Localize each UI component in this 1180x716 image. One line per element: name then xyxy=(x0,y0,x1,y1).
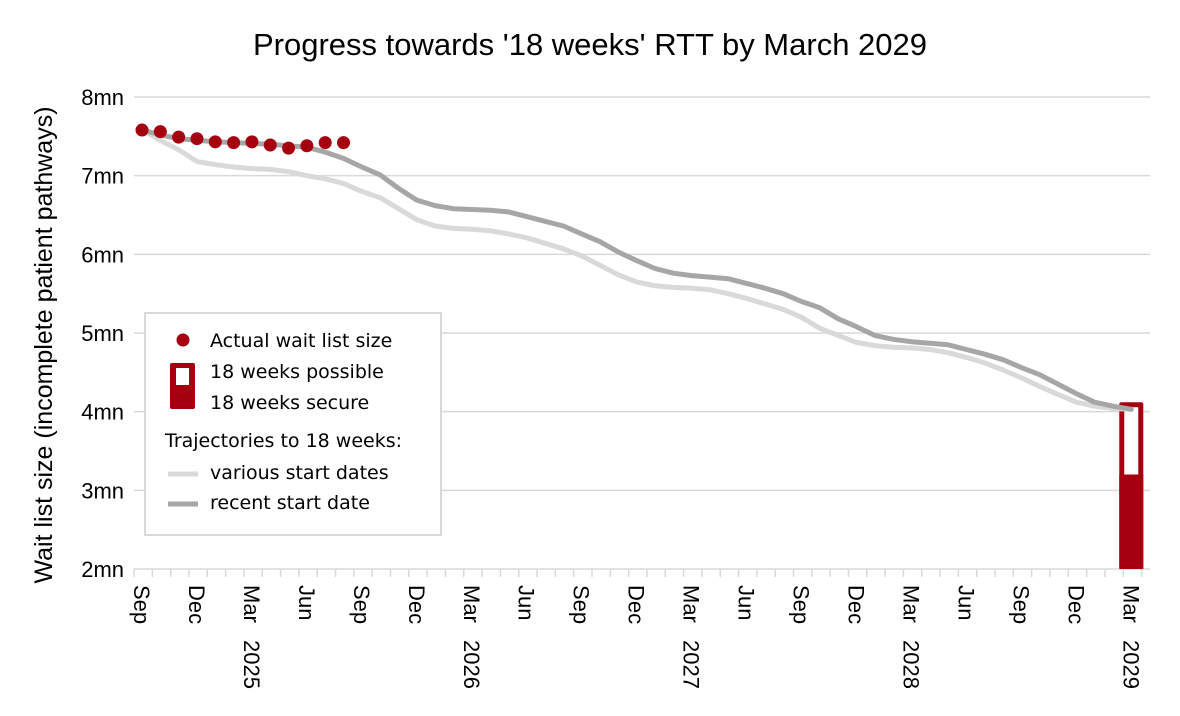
x-tick-label: Jun xyxy=(734,585,759,620)
x-tick-year: 2026 xyxy=(459,640,484,689)
y-axis-label: Wait list size (incomplete patient pathw… xyxy=(30,106,58,583)
series-line-various-start-dates xyxy=(139,127,1134,412)
data-point-actual xyxy=(135,123,149,137)
legend-heading: Trajectories to 18 weeks: xyxy=(164,430,402,452)
x-tick-label: Sep xyxy=(569,585,594,624)
x-axis: Sep Dec Mar 2025 Jun Sep Dec Mar 2026 Jun Sep Dec Ma… xyxy=(129,568,1150,689)
data-point-actual xyxy=(318,136,332,150)
x-tick-label: Jun xyxy=(953,585,978,620)
y-tick-label: 4mn xyxy=(81,400,124,425)
legend-box xyxy=(144,312,442,536)
x-tick-label: Sep xyxy=(1008,585,1033,624)
y-tick-label: 7mn xyxy=(81,164,124,189)
data-point-actual xyxy=(153,125,167,139)
legend-label-actual: Actual wait list size xyxy=(210,330,392,352)
x-tick-label: Mar xyxy=(898,585,923,623)
x-tick-label: Sep xyxy=(129,585,154,624)
x-tick-label: Dec xyxy=(624,585,649,624)
x-tick-label: Mar xyxy=(1118,585,1143,623)
y-tick-label: 5mn xyxy=(81,321,124,346)
x-tick-year: 2027 xyxy=(679,640,704,689)
x-tick-year: 2029 xyxy=(1118,640,1143,689)
data-point-actual xyxy=(263,138,277,152)
legend-label-various: various start dates xyxy=(210,462,389,484)
x-tick-label: Sep xyxy=(789,585,814,624)
x-tick-label: Sep xyxy=(349,585,374,624)
x-tick-label: Mar xyxy=(459,585,484,623)
y-tick-label: 6mn xyxy=(81,242,124,267)
chart-title: Progress towards '18 weeks' RTT by March… xyxy=(253,27,927,62)
legend-label-recent: recent start date xyxy=(210,492,370,514)
x-tick-label: Mar xyxy=(679,585,704,623)
legend-label-possible: 18 weeks possible xyxy=(210,361,384,383)
data-point-actual xyxy=(282,141,296,155)
x-tick-label: Dec xyxy=(184,585,209,624)
x-tick-year: 2028 xyxy=(898,640,923,689)
y-tick-labels: 2mn 3mn 4mn 5mn 6mn 7mn 8mn xyxy=(81,85,124,582)
x-tick-year: 2025 xyxy=(239,640,264,689)
data-point-actual xyxy=(227,136,241,150)
x-tick-label: Mar xyxy=(239,585,264,623)
data-point-actual xyxy=(300,139,314,153)
data-point-actual xyxy=(208,135,222,149)
data-point-actual xyxy=(245,135,259,149)
x-tick-label: Jun xyxy=(514,585,539,620)
x-tick-label: Dec xyxy=(1063,585,1088,624)
y-tick-label: 2mn xyxy=(81,557,124,582)
legend-marker-possible xyxy=(176,368,189,385)
bar-18-weeks-secure xyxy=(1119,474,1144,569)
x-tick-label: Jun xyxy=(294,585,319,620)
y-tick-label: 8mn xyxy=(81,85,124,110)
x-tick-label: Dec xyxy=(843,585,868,624)
data-point-actual xyxy=(190,132,204,146)
legend-label-secure: 18 weeks secure xyxy=(210,392,369,414)
series-group xyxy=(135,123,1144,569)
legend: Actual wait list size 18 weeks possible … xyxy=(144,312,442,536)
data-point-actual xyxy=(172,130,186,144)
y-tick-label: 3mn xyxy=(81,478,124,503)
legend-marker-actual xyxy=(176,333,190,347)
data-point-actual xyxy=(337,136,351,150)
x-tick-label: Dec xyxy=(404,585,429,624)
bar-possible-gap xyxy=(1124,407,1139,475)
